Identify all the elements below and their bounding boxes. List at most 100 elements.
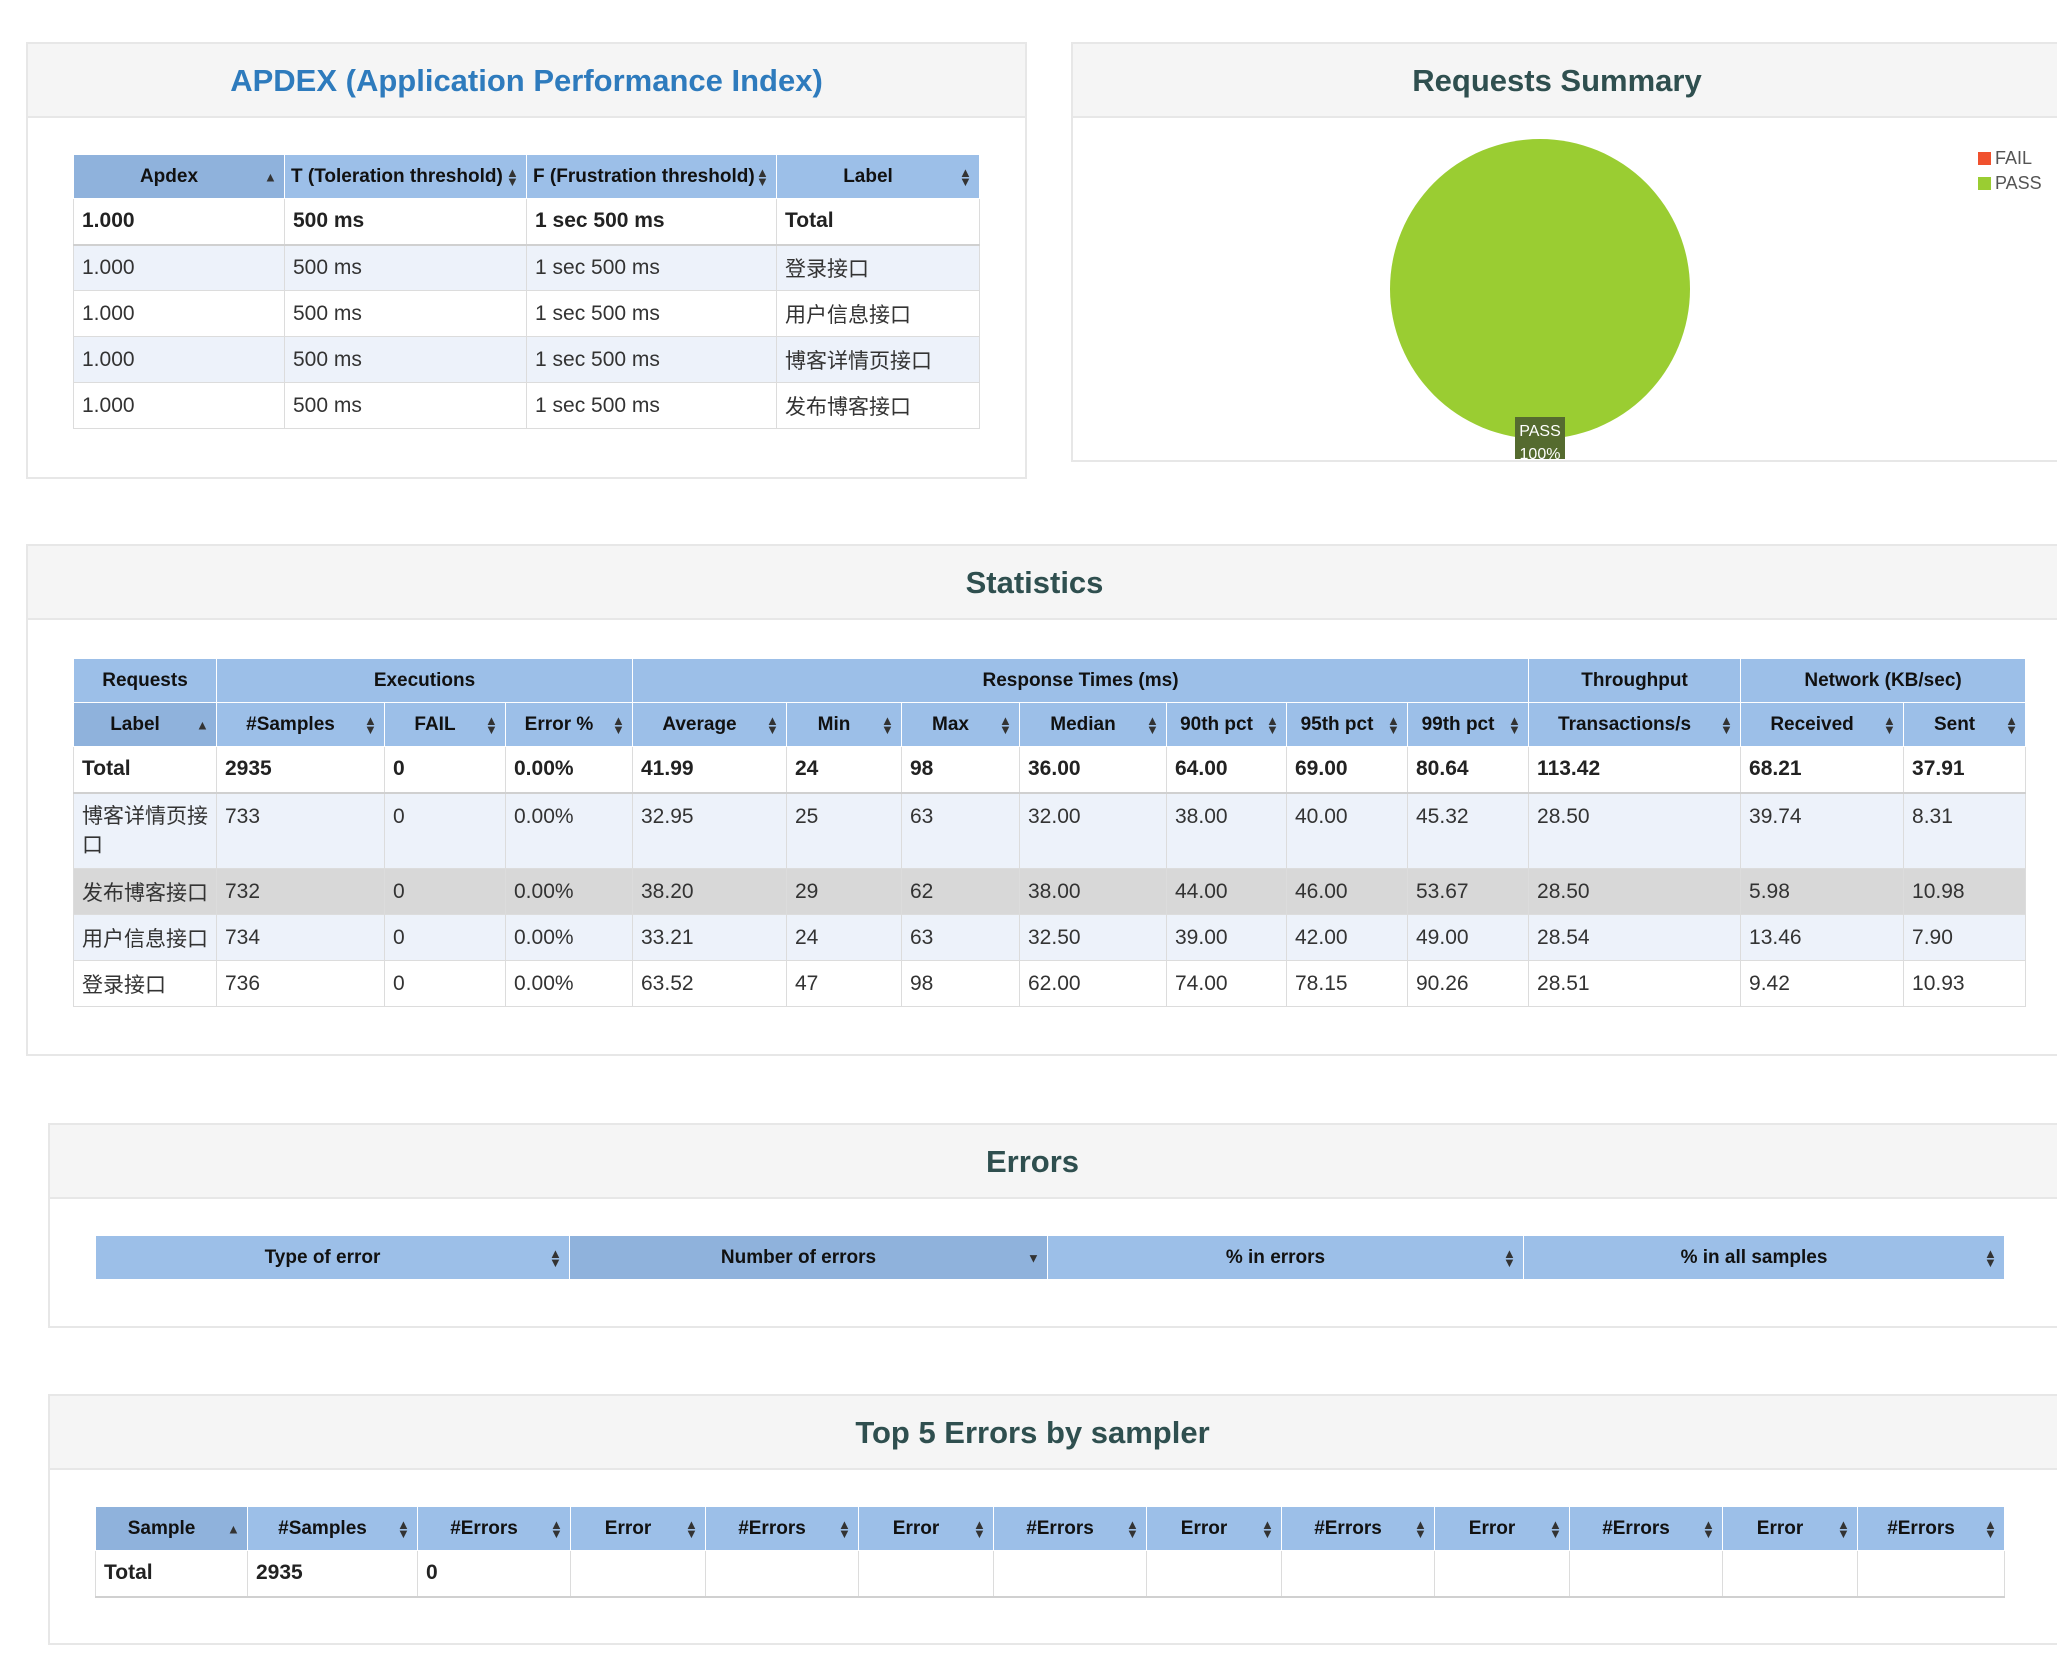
table-cell: 0.00%	[505, 868, 633, 915]
top5-col-errors-3[interactable]: #Errors ▲ ▼	[1281, 1506, 1435, 1551]
errors-col-pct-samples[interactable]: % in all samples ▲ ▼	[1523, 1235, 2005, 1280]
table-cell: 53.67	[1406, 868, 1530, 915]
stats-col-average[interactable]: Average ▲ ▼	[632, 702, 787, 747]
sort-icon: ▲ ▼	[1883, 712, 1896, 737]
table-cell: 736	[216, 960, 385, 1007]
table-cell: 500 ms	[284, 244, 527, 291]
sort-icon: ▲ ▼	[1387, 712, 1400, 737]
table-cell: 博客详情页接口	[73, 792, 217, 869]
table-cell: Total	[73, 746, 217, 794]
top5-col-error-2[interactable]: Error ▲ ▼	[858, 1506, 994, 1551]
sort-icon: ▲ ▼	[506, 164, 519, 189]
table-cell: 36.00	[1019, 746, 1167, 794]
legend-item-pass[interactable]: PASS	[1978, 173, 2042, 194]
table-cell: 1.000	[73, 336, 285, 383]
legend-item-fail[interactable]: FAIL	[1978, 148, 2032, 169]
top5-col-error-4[interactable]: Error ▲ ▼	[1434, 1506, 1570, 1551]
sort-icon: ▲ ▼	[612, 712, 625, 737]
stats-col-received[interactable]: Received ▲ ▼	[1740, 702, 1905, 747]
errors-table: Type of error ▲ ▼ Number of errors ▼ % in e…	[95, 1235, 2005, 1280]
table-cell: Total	[95, 1550, 248, 1598]
stats-col-label[interactable]: Label ▲	[73, 702, 217, 747]
statistics-title: Statistics	[28, 546, 2057, 620]
stats-col-transactions[interactable]: Transactions/s ▲ ▼	[1528, 702, 1742, 747]
stats-col-fail[interactable]: FAIL ▲ ▼	[384, 702, 506, 747]
errors-title: Errors	[50, 1125, 2057, 1199]
table-cell	[1722, 1550, 1858, 1598]
top5-col-errors-5[interactable]: #Errors ▲ ▼	[1857, 1506, 2005, 1551]
table-cell: 0.00%	[505, 960, 633, 1007]
errors-col-type[interactable]: Type of error ▲ ▼	[95, 1235, 570, 1280]
sort-desc-icon: ▼	[1027, 1250, 1040, 1265]
table-cell: 734	[216, 914, 385, 961]
apdex-col-label[interactable]: Label ▲ ▼	[776, 154, 980, 199]
table-row: 博客详情页接口 733 0 0.00% 32.95 25 63 32.00 38…	[73, 792, 2027, 869]
top5-col-samples[interactable]: #Samples ▲ ▼	[247, 1506, 418, 1551]
table-cell: 38.00	[1166, 792, 1287, 869]
table-cell: 41.99	[632, 746, 787, 794]
table-cell: 1.000	[73, 198, 285, 246]
apdex-col-frustration[interactable]: F (Frustration threshold) ▲ ▼	[526, 154, 777, 199]
stats-col-max[interactable]: Max ▲ ▼	[901, 702, 1020, 747]
stats-col-error-pct[interactable]: Error % ▲ ▼	[505, 702, 633, 747]
top5-col-error-3[interactable]: Error ▲ ▼	[1146, 1506, 1282, 1551]
sort-icon: ▲ ▼	[766, 712, 779, 737]
table-cell: 发布博客接口	[776, 382, 980, 429]
sort-icon: ▲ ▼	[1549, 1516, 1562, 1541]
pie-slice-pass[interactable]	[1390, 139, 1690, 439]
errors-col-number[interactable]: Number of errors ▼	[569, 1235, 1048, 1280]
table-cell: 0	[384, 868, 506, 915]
table-cell: 用户信息接口	[73, 914, 217, 961]
top5-col-error-1[interactable]: Error ▲ ▼	[570, 1506, 706, 1551]
table-cell: 74.00	[1166, 960, 1287, 1007]
stats-col-90th[interactable]: 90th pct ▲ ▼	[1166, 702, 1287, 747]
sort-icon: ▲ ▼	[485, 712, 498, 737]
top5-col-errors-1[interactable]: #Errors ▲ ▼	[705, 1506, 859, 1551]
top5-col-sample[interactable]: Sample ▲	[95, 1506, 248, 1551]
table-cell: 0.00%	[505, 746, 633, 794]
apdex-col-toleration[interactable]: T (Toleration threshold) ▲ ▼	[284, 154, 527, 199]
table-cell: 732	[216, 868, 385, 915]
stats-col-median[interactable]: Median ▲ ▼	[1019, 702, 1167, 747]
table-row: 登录接口 736 0 0.00% 63.52 47 98 62.00 74.00…	[73, 960, 2027, 1007]
sort-icon: ▲ ▼	[959, 164, 972, 189]
table-row: 1.000 500 ms 1 sec 500 ms 登录接口	[73, 244, 980, 291]
table-cell: 0	[384, 914, 506, 961]
sort-icon: ▲ ▼	[973, 1516, 986, 1541]
table-cell: 5.98	[1740, 868, 1905, 915]
top5-col-errors-4[interactable]: #Errors ▲ ▼	[1569, 1506, 1723, 1551]
top5-col-errors-2[interactable]: #Errors ▲ ▼	[993, 1506, 1147, 1551]
table-cell: 8.31	[1903, 792, 2027, 869]
errors-col-pct-errors[interactable]: % in errors ▲ ▼	[1047, 1235, 1524, 1280]
stats-col-99th[interactable]: 99th pct ▲ ▼	[1406, 702, 1530, 747]
table-cell: 32.95	[632, 792, 787, 869]
table-row: 发布博客接口 732 0 0.00% 38.20 29 62 38.00 44.…	[73, 868, 2027, 915]
top5-errors-title: Top 5 Errors by sampler	[50, 1396, 2057, 1470]
table-cell: 49.00	[1406, 914, 1530, 961]
table-cell: 38.00	[1019, 868, 1167, 915]
table-cell: 9.42	[1740, 960, 1905, 1007]
errors-panel: Errors Type of error ▲ ▼ Number of errors ▼…	[48, 1123, 2057, 1328]
table-cell: 1 sec 500 ms	[526, 336, 777, 383]
sort-icon: ▲ ▼	[881, 712, 894, 737]
table-cell: 0.00%	[505, 792, 633, 869]
apdex-title: APDEX (Application Performance Index)	[28, 44, 1025, 118]
table-cell: 0	[417, 1550, 571, 1598]
table-cell: 113.42	[1528, 746, 1742, 794]
table-cell: 2935	[216, 746, 385, 794]
top5-col-errors-total[interactable]: #Errors ▲ ▼	[417, 1506, 571, 1551]
stats-col-min[interactable]: Min ▲ ▼	[786, 702, 902, 747]
sort-icon: ▲ ▼	[1414, 1516, 1427, 1541]
group-throughput: Throughput	[1528, 658, 1742, 703]
stats-col-sent[interactable]: Sent ▲ ▼	[1903, 702, 2027, 747]
table-cell: 28.50	[1528, 868, 1742, 915]
apdex-col-apdex[interactable]: Apdex ▲	[73, 154, 285, 199]
table-cell: 发布博客接口	[73, 868, 217, 915]
top5-col-error-5[interactable]: Error ▲ ▼	[1722, 1506, 1858, 1551]
table-cell	[1857, 1550, 2005, 1598]
sort-icon: ▲ ▼	[1702, 1516, 1715, 1541]
table-cell: 29	[786, 868, 902, 915]
statistics-table: Requests Executions Response Times (ms) …	[73, 658, 2027, 1007]
stats-col-95th[interactable]: 95th pct ▲ ▼	[1286, 702, 1408, 747]
stats-col-samples[interactable]: #Samples ▲ ▼	[216, 702, 385, 747]
